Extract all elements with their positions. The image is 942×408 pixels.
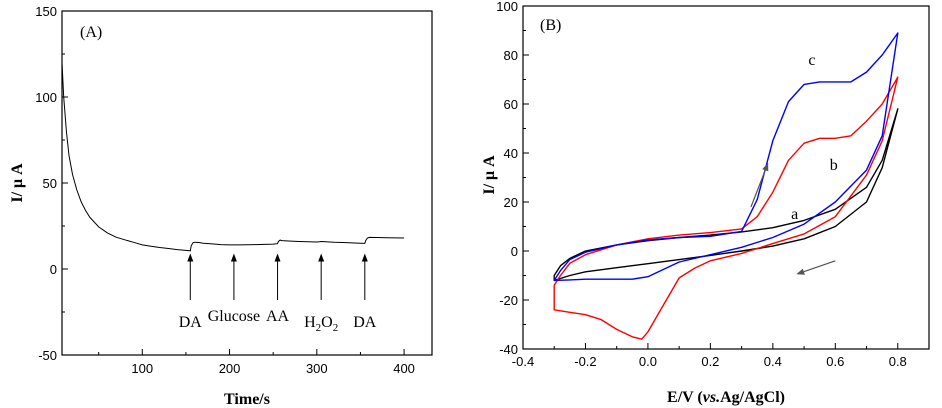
y-tick-label-a: 150 [35, 4, 57, 19]
addition-arrow-head [187, 253, 194, 262]
cv-curve-a [553, 108, 899, 282]
y-tick-label-b: 60 [504, 97, 518, 112]
y-tick-label-a: 0 [50, 262, 57, 277]
plot-frame-a [61, 10, 433, 356]
y-axis-label-b: I/ μ A [481, 155, 498, 195]
cv-curve-b [553, 76, 899, 340]
addition-arrow-head [230, 253, 237, 262]
addition-label-part: 2 [316, 322, 322, 334]
panel-label-a: (A) [80, 24, 102, 41]
anodic-sweep-arrow-head [762, 162, 769, 172]
x-tick-label-b: 0.6 [826, 354, 844, 369]
curve-label-a: a [791, 206, 798, 223]
x-axis-label-b: E/V (vs.Ag/AgCl) [667, 389, 785, 406]
y-tick-label-b: 80 [504, 48, 518, 63]
x-tick-label-b: 0.8 [889, 354, 907, 369]
y-axis-label-a: I/ μ A [9, 163, 26, 203]
addition-annotations: DA Glucose AA H2O2 DA [179, 253, 377, 334]
x-tick-label-a: 400 [393, 361, 415, 376]
cathodic-sweep-arrow [803, 260, 836, 273]
cv-curves [553, 32, 899, 340]
tick-labels-a: 100 200 300 400 -50 0 50 100 150 [35, 4, 415, 376]
anodic-sweep-arrow [750, 170, 766, 208]
plot-frame-b [522, 5, 930, 350]
y-tick-label-b: 0 [511, 244, 518, 259]
x-axis-label-b-main: E/V ( [667, 389, 703, 406]
x-tick-label-b: -0.4 [512, 354, 534, 369]
addition-label-part: H [304, 314, 316, 331]
tick-labels-b: -0.4 -0.2 0.0 0.2 0.4 0.6 0.8 -40 -20 0 20 40 60 80 10… [496, 0, 907, 369]
x-tick-label-b: 0.4 [764, 354, 782, 369]
x-tick-label-a: 100 [131, 361, 153, 376]
curve-label-b: b [830, 157, 838, 174]
addition-arrow-head [274, 253, 281, 262]
x-axis-label-b-italic: vs. [703, 389, 720, 406]
addition-label: DA [179, 314, 203, 331]
x-axis-label-a: Time/s [224, 391, 270, 408]
axis-ticks-b [522, 5, 930, 350]
x-tick-label-b: -0.2 [574, 354, 596, 369]
y-tick-label-b: 40 [504, 146, 518, 161]
curve-label-c: c [808, 52, 815, 69]
addition-label: Glucose [208, 308, 260, 325]
axis-ticks-a [62, 10, 405, 356]
y-tick-label-b: -20 [499, 293, 518, 308]
curve-labels: a b c [791, 52, 838, 223]
chart-panel-b: -0.4 -0.2 0.0 0.2 0.4 0.6 0.8 -40 -20 0 20 40 60 80 10… [481, 0, 930, 406]
y-tick-label-b: 100 [496, 0, 518, 14]
cv-curve-c [553, 32, 899, 282]
series-line-current [61, 62, 405, 252]
x-tick-label-b: 0.2 [701, 354, 719, 369]
addition-label: AA [266, 308, 290, 325]
y-tick-label-a: 50 [43, 176, 57, 191]
y-tick-label-b: -40 [499, 342, 518, 357]
sweep-arrows [750, 162, 836, 275]
y-tick-label-a: 100 [35, 90, 57, 105]
x-axis-label-b-end: Ag/AgCl) [720, 389, 785, 406]
panel-label-b: (B) [540, 17, 561, 34]
addition-arrow-head [361, 253, 368, 262]
x-tick-label-b: 0.0 [639, 354, 657, 369]
y-tick-label-b: 20 [504, 195, 518, 210]
x-tick-label-a: 300 [306, 361, 328, 376]
addition-label: H2O2 [304, 314, 338, 334]
x-tick-label-a: 200 [219, 361, 241, 376]
y-tick-label-a: -50 [38, 348, 57, 363]
addition-label-part: 2 [333, 322, 339, 334]
cathodic-sweep-arrow-head [796, 268, 805, 275]
addition-arrow-head [318, 253, 325, 262]
addition-label: DA [353, 314, 377, 331]
addition-label-part: O [321, 314, 333, 331]
